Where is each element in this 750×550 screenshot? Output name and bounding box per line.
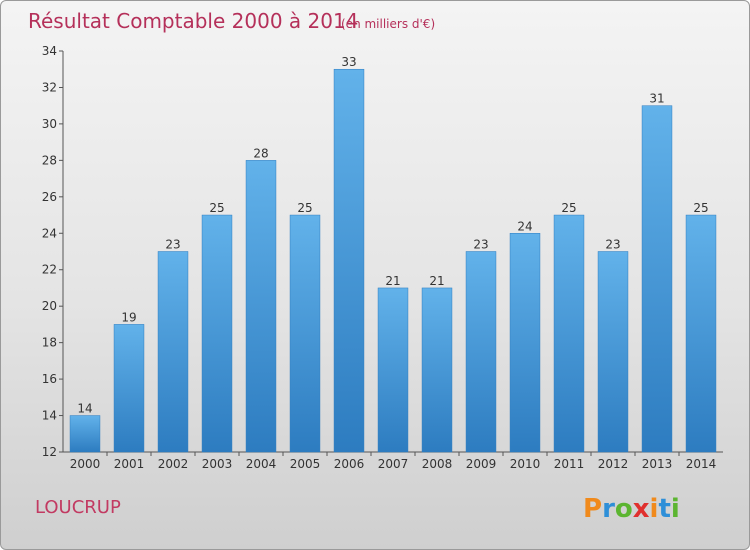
- y-tick-label: 34: [42, 44, 57, 58]
- x-tick-label: 2005: [290, 457, 321, 471]
- bar-2004: [245, 160, 277, 453]
- x-axis: 2000 2001 2002 2003 2004 2005 2006 2007 2008 2009…: [63, 451, 723, 471]
- value-label-2005: 25: [297, 201, 312, 215]
- x-tick-label: 2000: [70, 457, 101, 471]
- bar-2005: [289, 214, 321, 453]
- bar-2012: [597, 251, 629, 453]
- logo-letter: o: [615, 494, 633, 524]
- bar-2007: [377, 287, 409, 453]
- logo-letter: t: [658, 494, 670, 524]
- bar-2011: [553, 214, 585, 453]
- proxiti-logo: Proxiti: [583, 494, 680, 524]
- bar-2008: [421, 287, 453, 453]
- logo-letter: r: [602, 494, 615, 524]
- y-tick-label: 12: [42, 445, 57, 459]
- x-tick-label: 2004: [246, 457, 277, 471]
- x-tick-label: 2002: [158, 457, 189, 471]
- logo-letter: P: [583, 494, 602, 524]
- x-tick-label: 2009: [466, 457, 497, 471]
- logo-letter: i: [671, 494, 680, 524]
- chart-title: Résultat Comptable 2000 à 2014: [28, 9, 358, 33]
- bars: 14 19 23 25 28 25 33 21 21 23 24 25 23 31 25: [69, 55, 717, 453]
- y-tick-label: 28: [42, 153, 57, 167]
- value-label-2013: 31: [649, 92, 664, 106]
- x-tick-label: 2010: [510, 457, 541, 471]
- chart-subtitle: (en milliers d'€): [341, 17, 435, 31]
- value-label-2007: 21: [385, 274, 400, 288]
- y-axis: 12 14 16 18 20 22 24 26 28 30 32 34: [42, 44, 64, 459]
- value-label-2000: 14: [77, 402, 92, 416]
- logo-letter: x: [633, 494, 650, 524]
- bar-2003: [201, 214, 233, 453]
- bar-2010: [509, 233, 541, 453]
- value-label-2003: 25: [209, 201, 224, 215]
- value-label-2004: 28: [253, 146, 268, 160]
- x-tick-label: 2012: [598, 457, 629, 471]
- x-tick-label: 2001: [114, 457, 145, 471]
- y-tick-label: 20: [42, 299, 57, 313]
- y-tick-label: 26: [42, 190, 57, 204]
- bar-2009: [465, 251, 497, 453]
- x-tick-label: 2014: [686, 457, 717, 471]
- value-label-2010: 24: [517, 219, 532, 233]
- y-tick-label: 18: [42, 336, 57, 350]
- value-label-2011: 25: [561, 201, 576, 215]
- value-label-2012: 23: [605, 238, 620, 252]
- bar-2014: [685, 214, 717, 453]
- value-label-2009: 23: [473, 238, 488, 252]
- x-tick-label: 2006: [334, 457, 365, 471]
- value-label-2008: 21: [429, 274, 444, 288]
- y-tick-label: 32: [42, 80, 57, 94]
- x-tick-label: 2007: [378, 457, 409, 471]
- value-label-2006: 33: [341, 55, 356, 69]
- y-tick-label: 22: [42, 263, 57, 277]
- logo-letter: i: [650, 494, 659, 524]
- bar-2006: [333, 68, 365, 453]
- place-name: LOUCRUP: [35, 497, 121, 518]
- y-tick-label: 16: [42, 372, 57, 386]
- x-tick-label: 2013: [642, 457, 673, 471]
- y-tick-label: 24: [42, 226, 57, 240]
- bar-2000: [69, 415, 101, 453]
- value-label-2001: 19: [121, 310, 136, 324]
- value-label-2014: 25: [693, 201, 708, 215]
- bar-2013: [641, 105, 673, 453]
- x-tick-label: 2011: [554, 457, 585, 471]
- y-tick-label: 14: [42, 409, 57, 423]
- x-tick-label: 2008: [422, 457, 453, 471]
- bar-2001: [113, 324, 145, 453]
- y-tick-label: 30: [42, 117, 57, 131]
- bar-2002: [157, 251, 189, 453]
- value-label-2002: 23: [165, 238, 180, 252]
- x-tick-label: 2003: [202, 457, 233, 471]
